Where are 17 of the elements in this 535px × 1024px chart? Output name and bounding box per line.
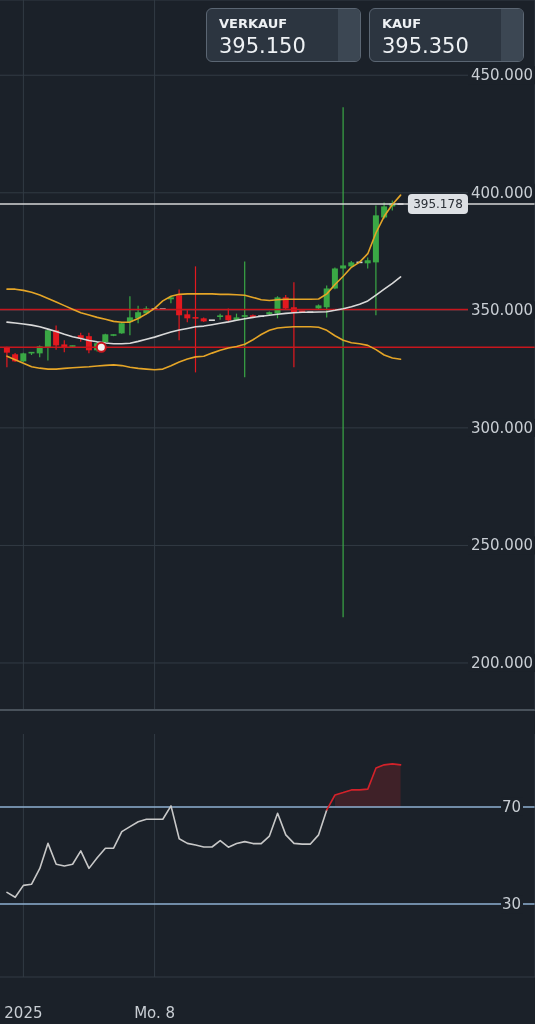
y-tick-label: 30 (501, 895, 521, 914)
x-tick-label: Mo. 8 (134, 1004, 176, 1022)
annotation: VERKAUF (219, 16, 288, 32)
ref-line-label: 395.178 (413, 197, 463, 212)
y-tick-label: 450.000 (470, 66, 533, 85)
y-tick-label: 350.000 (470, 301, 533, 320)
annotation: 395.350 (382, 34, 469, 58)
x-tick-label: 2025 (4, 1004, 43, 1022)
price-button: VERKAUF 395.150 (206, 8, 361, 62)
price-button: KAUF 395.350 (369, 8, 524, 62)
y-tick-label: 70 (501, 797, 521, 816)
annotation: KAUF (382, 16, 422, 32)
y-tick-label: 400.000 (470, 183, 533, 202)
y-tick-label: 250.000 (470, 536, 533, 555)
y-tick-label: 300.000 (470, 418, 533, 437)
y-tick-label: 200.000 (470, 653, 533, 672)
annotation: 395.150 (219, 34, 306, 58)
